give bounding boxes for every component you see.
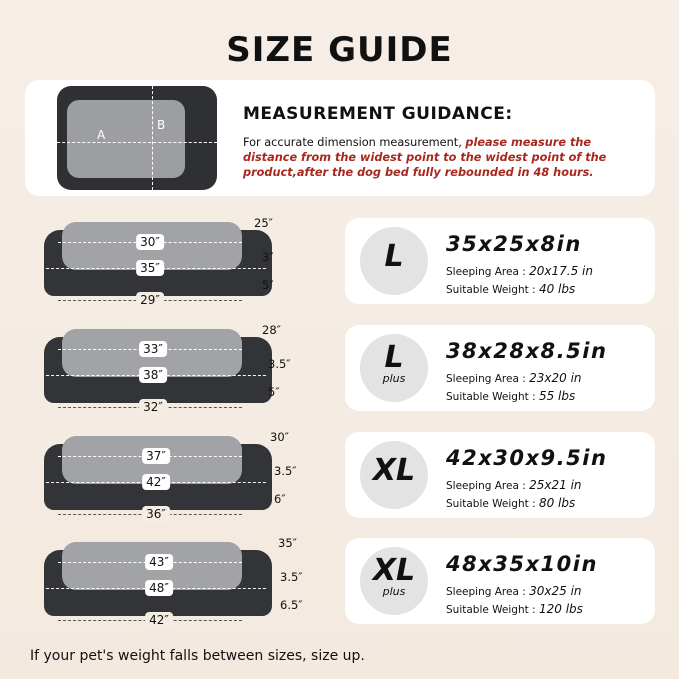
bed-top-view-image: A B [57,86,217,190]
page-title: SIZE GUIDE [226,30,453,70]
height-top: 3.5″ [280,570,303,584]
sleeping-area: Sleeping Area : 25x21 in [446,478,582,492]
measurement-guidance-card: A B MEASUREMENT GUIDANCE: For accurate d… [25,80,655,196]
outer-length: 48″ [145,580,173,596]
bed-side-view-0: 30″ 35″ 29″ 25″ 3″ 5″ [44,216,274,308]
suitable-weight: Suitable Weight : 55 lbs [446,389,576,403]
height-top: 3″ [262,250,274,264]
inner-length: 43″ [145,554,173,570]
height-bottom: 5″ [268,385,280,399]
height-bottom: 5″ [262,278,274,292]
bottom-length: 36″ [142,506,170,522]
outer-length: 35″ [136,260,164,276]
height-bottom: 6″ [274,492,286,506]
label-a: A [97,128,106,142]
height-top: 3.5″ [268,357,291,371]
height-top: 3.5″ [274,464,297,478]
sleeping-area: Sleeping Area : 20x17.5 in [446,264,593,278]
size-card-3: XL plus 48x35x10in Sleeping Area : 30x25… [345,538,655,624]
dimensions: 42x30x9.5in [446,446,608,470]
size-badge: L [360,227,428,295]
size-card-1: L plus 38x28x8.5in Sleeping Area : 23x20… [345,325,655,411]
sleeping-area: Sleeping Area : 30x25 in [446,584,582,598]
guidance-text: For accurate dimension measurement, plea… [243,136,607,179]
label-b: B [157,118,166,132]
size-card-0: L 35x25x8in Sleeping Area : 20x17.5 in S… [345,218,655,304]
size-badge: L plus [360,334,428,402]
size-badge: XL [360,441,428,509]
suitable-weight: Suitable Weight : 80 lbs [446,496,576,510]
outer-length: 42″ [142,474,170,490]
bottom-length: 32″ [139,399,167,415]
bottom-length: 29″ [136,292,164,308]
outer-length: 38″ [139,367,167,383]
depth: 28″ [262,323,281,337]
dimensions: 35x25x8in [446,232,582,256]
suitable-weight: Suitable Weight : 40 lbs [446,282,576,296]
sleeping-area: Sleeping Area : 23x20 in [446,371,582,385]
height-bottom: 6.5″ [280,598,303,612]
inner-length: 30″ [136,234,164,250]
size-card-2: XL 42x30x9.5in Sleeping Area : 25x21 in … [345,432,655,518]
depth: 35″ [278,536,297,550]
dimensions: 48x35x10in [446,552,598,576]
depth: 25″ [254,216,273,230]
guidance-heading: MEASUREMENT GUIDANCE: [243,104,513,124]
bed-side-view-3: 43″ 48″ 42″ 35″ 3.5″ 6.5″ [44,536,303,628]
bed-side-view-1: 33″ 38″ 32″ 28″ 3.5″ 5″ [44,323,291,415]
inner-length: 37″ [142,448,170,464]
dimensions: 38x28x8.5in [446,339,608,363]
bottom-length: 42″ [145,612,173,628]
suitable-weight: Suitable Weight : 120 lbs [446,602,583,616]
bed-side-view-2: 37″ 42″ 36″ 30″ 3.5″ 6″ [44,430,297,522]
depth: 30″ [270,430,289,444]
footer-note: If your pet's weight falls between sizes… [30,648,365,664]
inner-length: 33″ [139,341,167,357]
size-badge: XL plus [360,547,428,615]
